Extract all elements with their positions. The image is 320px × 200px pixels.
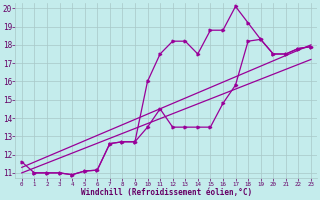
X-axis label: Windchill (Refroidissement éolien,°C): Windchill (Refroidissement éolien,°C) [81,188,252,197]
